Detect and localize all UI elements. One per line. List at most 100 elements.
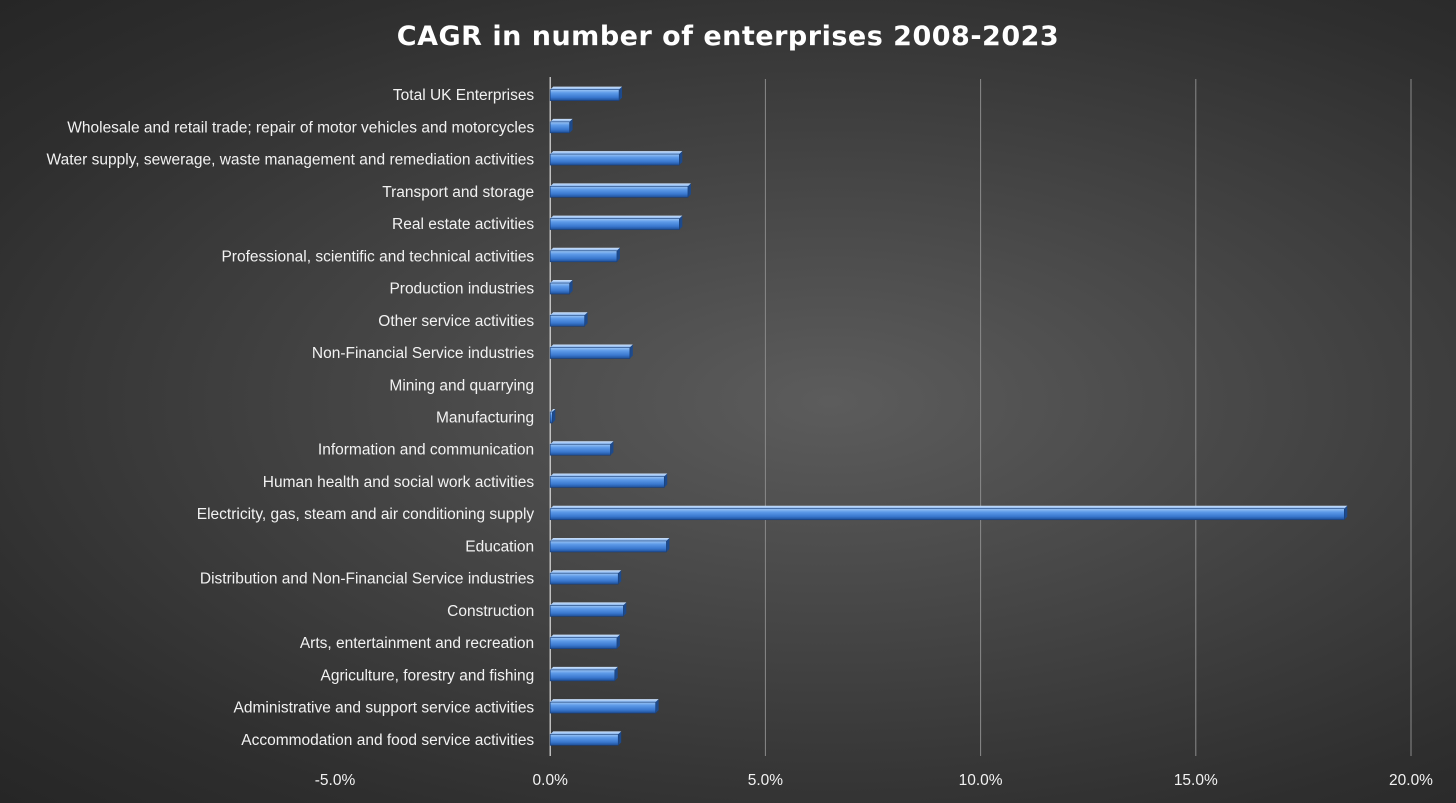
bar-side-face [679, 151, 683, 166]
bar-front-face [549, 701, 656, 714]
bar-side-face [655, 699, 659, 714]
bar-side-face [629, 344, 633, 359]
bar-side-face [569, 280, 573, 295]
bar [549, 312, 588, 327]
bar-front-face [549, 637, 618, 649]
bar-side-face [666, 537, 670, 552]
bar-front-face [549, 540, 667, 553]
grid-layer [549, 77, 1412, 756]
bar-top-face [550, 570, 622, 574]
category-label: Professional, scientific and technical a… [221, 248, 534, 265]
bar-front-face [549, 734, 619, 746]
bar-top-face [550, 473, 668, 477]
bar [549, 247, 620, 263]
bar [549, 473, 668, 488]
bar-side-face [618, 731, 622, 746]
bar-side-face [584, 312, 588, 327]
bar-front-face [549, 153, 680, 166]
chart-title: CAGR in number of enterprises 2008-2023 [397, 21, 1059, 52]
bar-side-face [610, 441, 614, 456]
category-label: Manufacturing [436, 410, 534, 427]
category-label: Mining and quarrying [389, 377, 534, 394]
bar-front-face [549, 476, 665, 488]
bar-top-face [550, 699, 659, 703]
x-tick-label: 0.0% [533, 772, 569, 789]
category-label: Information and communication [318, 442, 534, 459]
category-label: Other service activities [378, 313, 534, 330]
bar-top-face [550, 118, 573, 122]
bar [549, 280, 573, 295]
bar-top-face [550, 344, 633, 348]
bar-front-face [549, 669, 616, 682]
bar [549, 699, 659, 714]
bar-side-face [619, 86, 623, 101]
bar-top-face [550, 183, 691, 187]
x-axis-ticks: -5.0% 0.0% 5.0% 10.0% 15.0% 20.0% [315, 772, 1433, 789]
bar-front-face [549, 186, 689, 198]
bar [549, 409, 556, 424]
bar-top-face [550, 634, 620, 638]
category-label: Production industries [389, 281, 534, 298]
bar-top-face [550, 602, 627, 606]
bar-front-face [549, 443, 611, 456]
bar-side-face [623, 602, 627, 617]
bar [549, 441, 614, 456]
x-tick-label: 5.0% [748, 772, 784, 789]
bar-layer [549, 86, 1348, 746]
category-label: Distribution and Non-Financial Service i… [200, 571, 535, 588]
bar [549, 344, 633, 359]
bar [549, 215, 683, 230]
category-label: Arts, entertainment and recreation [300, 635, 534, 652]
bar-top-face [550, 312, 588, 316]
category-label: Electricity, gas, steam and air conditio… [197, 506, 535, 523]
bar-side-face [664, 473, 668, 488]
bar-front-face [549, 121, 570, 134]
bar [549, 731, 622, 746]
category-label: Construction [447, 603, 534, 620]
bar-front-face [549, 508, 1345, 521]
bar-side-face [1344, 505, 1348, 520]
category-label: Administrative and support service activ… [234, 700, 535, 717]
bar-top-face [550, 215, 683, 219]
bar-front-face [549, 572, 619, 585]
category-label: Human health and social work activities [263, 474, 535, 491]
bar-front-face [549, 411, 553, 424]
bar-top-face [550, 441, 614, 445]
bar-top-face [550, 247, 620, 251]
bar-front-face [549, 89, 620, 101]
bar-front-face [549, 605, 624, 617]
bar-top-face [550, 537, 670, 541]
bar-top-face [550, 280, 573, 284]
category-label: Total UK Enterprises [393, 87, 535, 104]
bar [549, 183, 691, 198]
bar [549, 602, 627, 617]
category-labels: Total UK Enterprises Wholesale and retail… [47, 87, 535, 749]
bar [549, 634, 620, 649]
bar-top-face [550, 666, 618, 670]
category-label: Water supply, sewerage, waste management… [47, 152, 535, 169]
bar [549, 151, 683, 166]
x-tick-label: -5.0% [315, 772, 356, 789]
bar-side-face [618, 570, 622, 585]
bar [549, 537, 670, 553]
bar-top-face [550, 731, 622, 735]
bar-side-face [679, 215, 683, 230]
x-tick-label: 20.0% [1389, 772, 1433, 789]
bar-side-face [552, 409, 556, 423]
category-label: Transport and storage [382, 184, 534, 201]
bar-top-face [550, 409, 556, 412]
bar-side-face [616, 634, 620, 649]
category-label: Education [465, 538, 534, 555]
bar-front-face [549, 250, 618, 263]
bar [549, 86, 623, 101]
category-label: Wholesale and retail trade; repair of mo… [67, 119, 534, 136]
category-label: Non-Financial Service industries [312, 345, 535, 362]
bar [549, 505, 1348, 521]
x-tick-label: 15.0% [1174, 772, 1218, 789]
bar-front-face [549, 218, 680, 230]
category-label: Real estate activities [392, 216, 534, 233]
bar-side-face [614, 666, 618, 681]
bar-side-face [616, 247, 620, 262]
category-label: Agriculture, forestry and fishing [321, 667, 535, 684]
